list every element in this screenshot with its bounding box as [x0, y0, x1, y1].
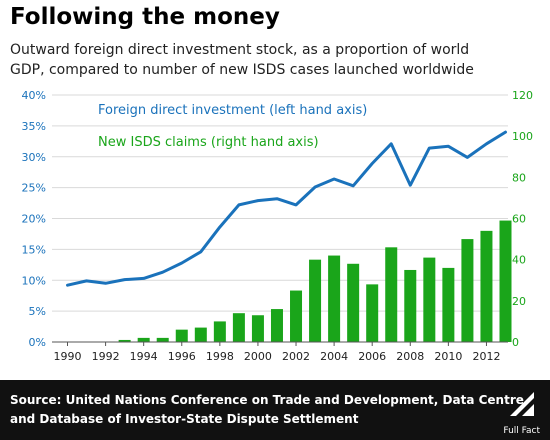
isds-bar — [442, 267, 455, 342]
isds-bar — [232, 313, 245, 342]
x-axis-tick-label: 2000 — [244, 350, 272, 363]
x-axis-tick-label: 2006 — [358, 350, 386, 363]
isds-bar — [309, 259, 322, 342]
x-axis-tick-label: 1994 — [130, 350, 158, 363]
isds-bar — [366, 284, 379, 342]
isds-bar — [328, 255, 341, 342]
left-axis-tick-label: 5% — [29, 305, 46, 318]
isds-bar — [251, 315, 264, 342]
source-text: Source: United Nations Conference on Tra… — [10, 391, 524, 429]
left-axis-tick-label: 30% — [22, 151, 46, 164]
isds-bar — [118, 339, 131, 342]
logo-text: Full Fact — [503, 426, 540, 436]
fdi-line — [66, 130, 507, 287]
subtitle-line-1: Outward foreign direct investment stock,… — [10, 42, 470, 58]
right-axis-tick-label: 100 — [512, 130, 533, 143]
left-axis-tick-label: 10% — [22, 274, 46, 287]
isds-bar — [213, 321, 226, 342]
isds-bar — [194, 327, 207, 342]
x-axis-tick-label: 1996 — [168, 350, 196, 363]
x-axis-tick-label: 1990 — [54, 350, 82, 363]
legend-isds-label: New ISDS claims (right hand axis) — [98, 135, 319, 150]
isds-bar — [461, 239, 474, 342]
dual-axis-chart: 0% 5% 10% 15% 20% 25% 30% 35% 40% 0 20 40 60 80 100 120… — [22, 89, 533, 363]
left-axis-tick-label: 0% — [29, 336, 46, 349]
right-axis-tick-label: 40 — [512, 254, 526, 267]
isds-bar — [270, 309, 283, 342]
right-axis-tick-label: 80 — [512, 171, 526, 184]
isds-bar — [385, 247, 398, 342]
left-axis-tick-label: 25% — [22, 182, 46, 195]
isds-bar — [347, 263, 360, 342]
x-axis-tick-label: 1998 — [206, 350, 234, 363]
isds-bar — [137, 337, 150, 342]
isds-bar — [423, 257, 436, 342]
left-axis-tick-label: 40% — [22, 89, 46, 102]
chart-subtitle: Outward foreign direct investment stock,… — [10, 40, 540, 80]
right-axis-tick-label: 120 — [512, 89, 533, 102]
source-line-2: and Database of Investor-State Dispute S… — [10, 412, 359, 426]
subtitle-line-2: GDP, compared to number of new ISDS case… — [10, 62, 474, 78]
x-axis-tick-label: 2010 — [434, 350, 462, 363]
right-axis-tick-label: 0 — [512, 336, 519, 349]
left-axis-tick-label: 35% — [22, 120, 46, 133]
isds-bar — [290, 290, 303, 342]
isds-bar — [175, 329, 188, 342]
source-line-1: Source: United Nations Conference on Tra… — [10, 393, 524, 407]
right-axis-tick-label: 60 — [512, 213, 526, 226]
x-axis-tick-label: 2002 — [282, 350, 310, 363]
isds-bar — [480, 230, 493, 342]
x-axis-tick-label: 2004 — [320, 350, 348, 363]
full-fact-logo-icon — [510, 392, 534, 416]
right-axis-tick-label: 20 — [512, 295, 526, 308]
x-axis-tick-label: 1992 — [92, 350, 120, 363]
isds-bar — [404, 269, 417, 342]
isds-bar — [156, 337, 169, 342]
full-fact-logo: Full Fact — [502, 386, 542, 438]
x-axis-tick-label: 2012 — [472, 350, 500, 363]
left-axis-tick-label: 20% — [22, 213, 46, 226]
source-footer: Source: United Nations Conference on Tra… — [0, 380, 550, 440]
legend-fdi-label: Foreign direct investment (left hand axi… — [98, 103, 367, 118]
isds-bar — [499, 220, 512, 342]
left-axis-tick-label: 15% — [22, 243, 46, 256]
chart-title: Following the money — [10, 4, 280, 30]
x-axis-tick-label: 2008 — [396, 350, 424, 363]
